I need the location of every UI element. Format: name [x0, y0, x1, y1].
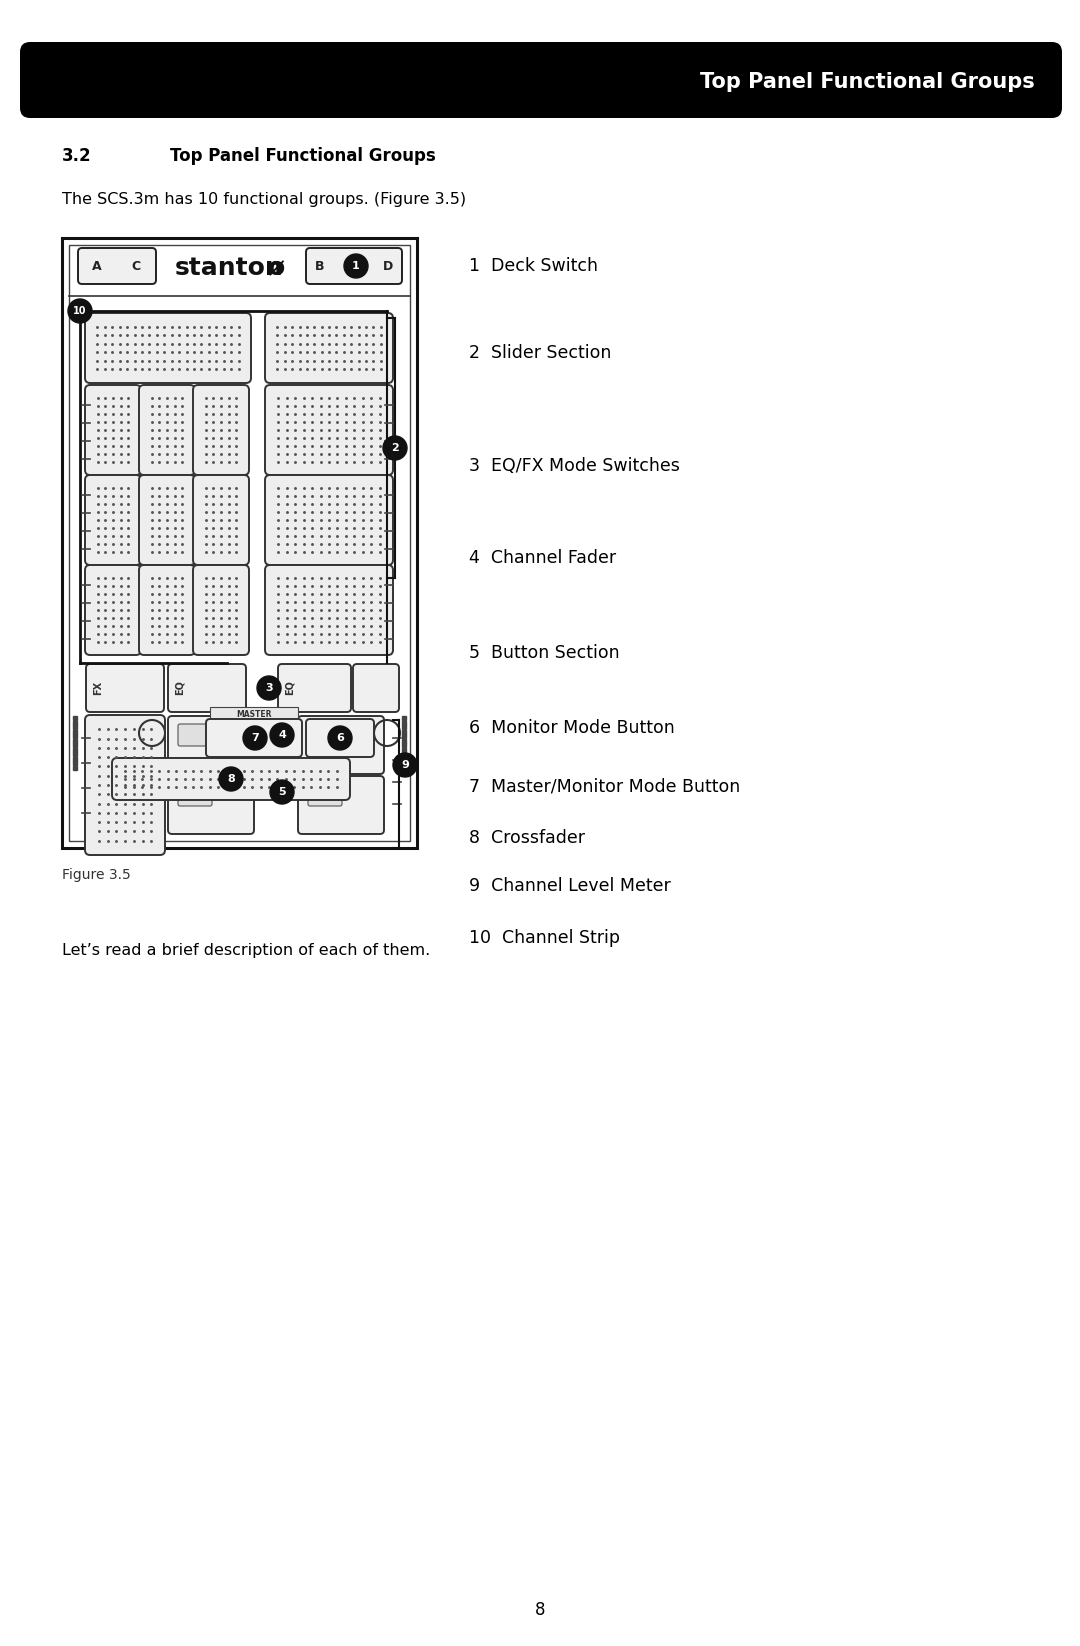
- Text: 1: 1: [352, 262, 360, 272]
- FancyBboxPatch shape: [265, 476, 393, 565]
- FancyBboxPatch shape: [265, 565, 393, 655]
- FancyBboxPatch shape: [306, 249, 402, 285]
- Text: EQ: EQ: [175, 680, 185, 696]
- Text: 4  Channel Fader: 4 Channel Fader: [469, 550, 616, 566]
- FancyBboxPatch shape: [306, 719, 374, 757]
- Text: B: B: [315, 260, 325, 273]
- FancyBboxPatch shape: [168, 716, 254, 774]
- FancyBboxPatch shape: [193, 385, 249, 476]
- FancyBboxPatch shape: [193, 565, 249, 655]
- FancyBboxPatch shape: [168, 663, 246, 713]
- Text: 1  Deck Switch: 1 Deck Switch: [469, 257, 598, 275]
- Text: 5: 5: [279, 787, 286, 797]
- Text: 7  Master/Monitor Mode Button: 7 Master/Monitor Mode Button: [469, 777, 740, 795]
- FancyBboxPatch shape: [206, 719, 302, 757]
- FancyBboxPatch shape: [85, 565, 141, 655]
- FancyBboxPatch shape: [265, 313, 393, 384]
- Text: Top Panel Functional Groups: Top Panel Functional Groups: [170, 146, 435, 165]
- Text: 2  Slider Section: 2 Slider Section: [469, 344, 611, 362]
- Text: 8  Crossfader: 8 Crossfader: [469, 830, 585, 848]
- Text: 3: 3: [266, 683, 273, 693]
- Circle shape: [270, 723, 294, 747]
- Text: Figure 3.5: Figure 3.5: [62, 867, 131, 882]
- FancyBboxPatch shape: [308, 724, 342, 746]
- FancyBboxPatch shape: [112, 759, 350, 800]
- Bar: [210, 708, 298, 721]
- FancyBboxPatch shape: [85, 714, 165, 854]
- FancyBboxPatch shape: [178, 724, 212, 746]
- Text: 3  EQ/FX Mode Switches: 3 EQ/FX Mode Switches: [469, 458, 680, 476]
- Text: 9  Channel Level Meter: 9 Channel Level Meter: [469, 877, 671, 895]
- FancyBboxPatch shape: [278, 663, 351, 713]
- FancyBboxPatch shape: [168, 775, 254, 835]
- Circle shape: [219, 767, 243, 792]
- FancyBboxPatch shape: [85, 313, 251, 384]
- Text: ø: ø: [268, 257, 285, 280]
- Text: 2: 2: [391, 443, 399, 453]
- Text: 3.2: 3.2: [62, 146, 92, 165]
- Text: MASTER: MASTER: [237, 709, 272, 719]
- Text: FX: FX: [93, 681, 103, 695]
- FancyBboxPatch shape: [178, 783, 212, 807]
- Circle shape: [68, 300, 92, 323]
- FancyBboxPatch shape: [139, 385, 195, 476]
- Circle shape: [328, 726, 352, 751]
- FancyBboxPatch shape: [298, 775, 384, 835]
- Text: 8: 8: [227, 774, 234, 783]
- Text: Top Panel Functional Groups: Top Panel Functional Groups: [700, 72, 1035, 92]
- Text: 9: 9: [401, 760, 409, 770]
- Text: EQ: EQ: [285, 680, 295, 696]
- Circle shape: [383, 436, 407, 459]
- Text: 10  Channel Strip: 10 Channel Strip: [469, 928, 620, 946]
- FancyBboxPatch shape: [21, 43, 1062, 119]
- FancyBboxPatch shape: [139, 476, 195, 565]
- Text: 7: 7: [252, 732, 259, 742]
- Circle shape: [243, 726, 267, 751]
- Circle shape: [393, 752, 417, 777]
- Circle shape: [345, 253, 368, 278]
- FancyBboxPatch shape: [78, 249, 156, 285]
- FancyBboxPatch shape: [308, 783, 342, 807]
- Circle shape: [257, 677, 281, 700]
- Circle shape: [270, 780, 294, 803]
- FancyBboxPatch shape: [265, 385, 393, 476]
- Text: stanton: stanton: [175, 257, 283, 280]
- Bar: [69, 245, 410, 841]
- FancyBboxPatch shape: [139, 565, 195, 655]
- FancyBboxPatch shape: [193, 476, 249, 565]
- Text: Let’s read a brief description of each of them.: Let’s read a brief description of each o…: [62, 943, 430, 958]
- FancyBboxPatch shape: [85, 385, 141, 476]
- Text: 8: 8: [535, 1602, 545, 1620]
- Text: D: D: [383, 260, 393, 273]
- Text: 6: 6: [336, 732, 343, 742]
- FancyBboxPatch shape: [298, 716, 384, 774]
- FancyBboxPatch shape: [353, 663, 399, 713]
- Bar: [62, 239, 417, 848]
- Text: 6  Monitor Mode Button: 6 Monitor Mode Button: [469, 719, 675, 737]
- Text: 5  Button Section: 5 Button Section: [469, 644, 620, 662]
- Text: 10: 10: [73, 306, 86, 316]
- FancyBboxPatch shape: [86, 663, 164, 713]
- Text: 4: 4: [278, 729, 286, 741]
- Text: A: A: [92, 260, 102, 273]
- Text: The SCS.3m has 10 functional groups. (Figure 3.5): The SCS.3m has 10 functional groups. (Fi…: [62, 193, 467, 207]
- Text: C: C: [132, 260, 140, 273]
- FancyBboxPatch shape: [85, 476, 141, 565]
